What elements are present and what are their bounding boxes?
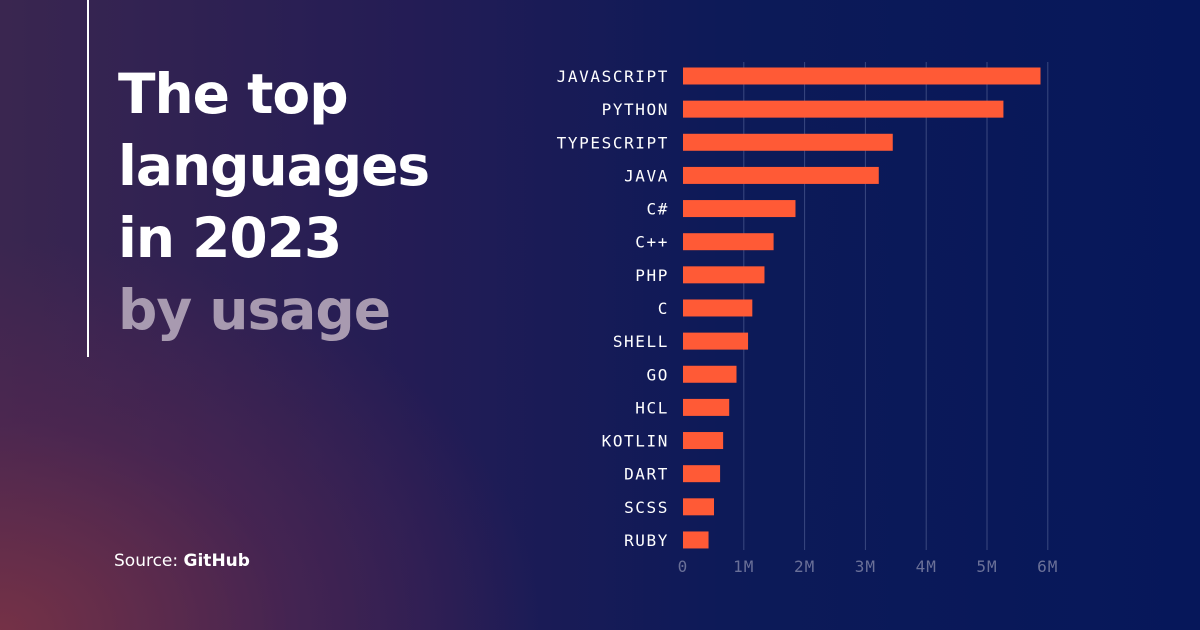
category-labels: JAVASCRIPTPYTHONTYPESCRIPTJAVAC#C++PHPCS… [557,67,669,550]
bar-scss [683,498,715,516]
title-line-2: languages [118,134,430,198]
category-label: DART [624,465,669,484]
x-tick-label: 4M [916,557,937,576]
bar-python [683,100,1004,118]
title-line-1: The top [118,62,349,126]
category-label: JAVA [624,166,669,185]
category-label: HCL [635,398,669,417]
category-label: SHELL [613,332,669,351]
bar-go [683,365,737,383]
source-credit: Source: GitHub [114,551,250,571]
x-tick-label: 5M [976,557,997,576]
category-label: SCSS [624,498,669,517]
bar-javascript [683,67,1041,85]
bar-kotlin [683,432,724,450]
source-name: GitHub [183,551,250,571]
category-label: C [658,299,669,318]
x-tick-label: 2M [794,557,815,576]
page-title: The top languages in 2023 by usage [118,58,478,346]
category-label: PHP [635,266,669,285]
bar-hcl [683,398,730,416]
category-label: C# [647,200,669,219]
x-tick-label: 6M [1037,557,1058,576]
bar-php [683,266,765,284]
category-label: KOTLIN [602,432,669,451]
x-tick-label: 3M [855,557,876,576]
x-tick-label: 1M [733,557,754,576]
bar-typescript [683,133,893,151]
bars [683,67,1041,549]
bar-c [683,299,753,317]
bar-java [683,166,879,184]
category-label: PYTHON [602,100,669,119]
bar-ruby [683,531,709,549]
bar-dart [683,465,721,483]
bar-csharp [683,200,796,218]
bar-cpp [683,233,774,251]
category-label: C++ [635,233,669,252]
title-line-3: in 2023 [118,206,342,270]
x-axis-ticks: 0 1M 2M 3M 4M 5M 6M [678,557,1058,576]
category-label: JAVASCRIPT [557,67,669,86]
x-tick-label: 0 [678,557,689,576]
accent-line [87,0,89,357]
source-prefix: Source: [114,551,179,571]
category-label: GO [647,365,669,384]
category-label: RUBY [624,531,669,550]
bar-shell [683,332,749,350]
title-subline: by usage [118,278,391,342]
category-label: TYPESCRIPT [557,133,669,152]
